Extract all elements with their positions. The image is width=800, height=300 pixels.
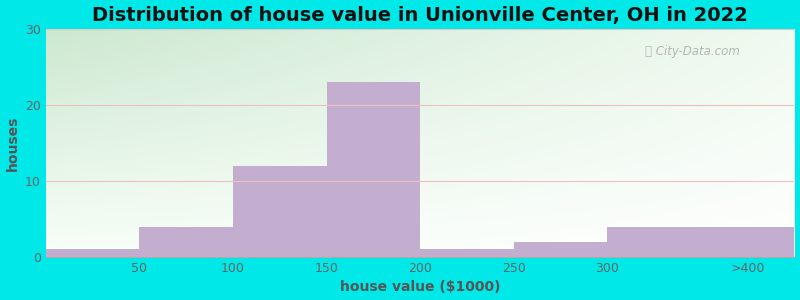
Y-axis label: houses: houses: [6, 115, 19, 171]
Text: ⓘ City-Data.com: ⓘ City-Data.com: [645, 45, 739, 58]
Bar: [701, 226, 794, 257]
Bar: [233, 166, 326, 257]
X-axis label: house value ($1000): house value ($1000): [340, 280, 500, 294]
Bar: [46, 249, 139, 257]
Bar: [326, 82, 420, 257]
Bar: [514, 242, 607, 257]
Bar: [139, 226, 233, 257]
Title: Distribution of house value in Unionville Center, OH in 2022: Distribution of house value in Unionvill…: [92, 6, 748, 25]
Bar: [607, 226, 701, 257]
Bar: [420, 249, 514, 257]
